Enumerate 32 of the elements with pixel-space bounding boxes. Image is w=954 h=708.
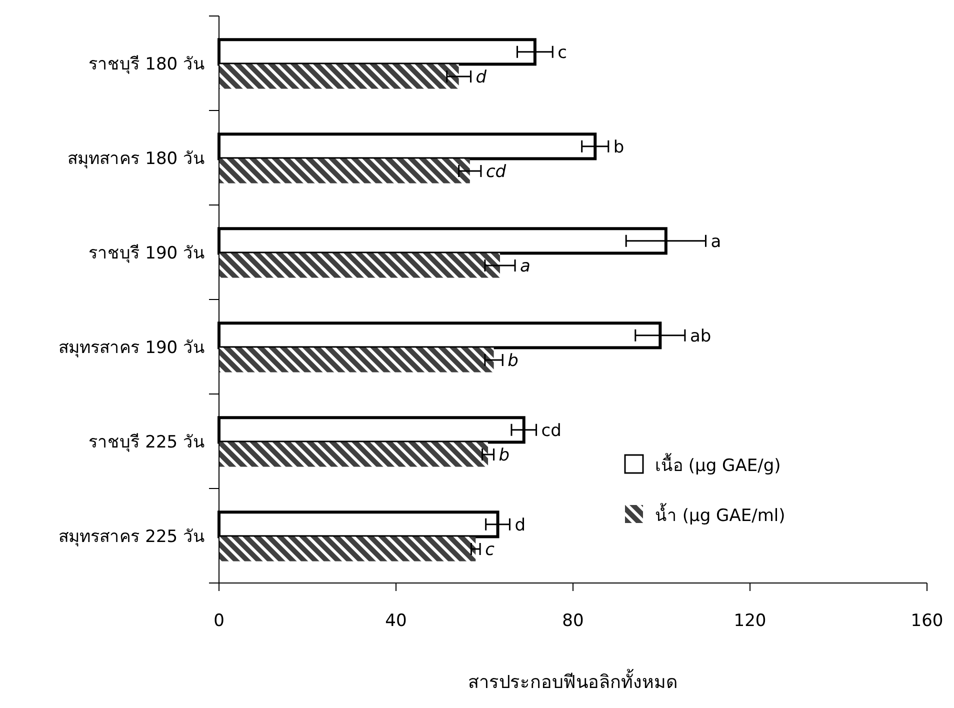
data-label: ab [690, 326, 712, 346]
y-tick-label: ราชบุรี 225 วัน [88, 432, 205, 452]
bar [219, 158, 470, 184]
legend-label: น้ำ (µg GAE/ml) [655, 503, 786, 526]
y-tick-label: ราชบุรี 190 วัน [88, 243, 205, 264]
y-tick-label: สมุทสาคร 180 วัน [68, 148, 205, 169]
x-tick-label: 80 [562, 611, 584, 631]
data-label: b [613, 137, 624, 158]
bar [219, 348, 494, 372]
data-label: cd [486, 162, 506, 182]
data-label: c [485, 540, 496, 560]
data-label: a [710, 232, 722, 252]
y-tick-label: สมุทรสาคร 190 วัน [58, 338, 205, 358]
legend-label: เนื้อ (µg GAE/g) [655, 453, 781, 476]
data-label: c [558, 42, 568, 63]
x-tick-label: 160 [910, 611, 944, 631]
y-tick-label: ราชบุรี 180 วัน [88, 54, 205, 74]
x-tick-label: 120 [734, 611, 766, 631]
data-label: a [520, 256, 530, 276]
data-label: d [514, 515, 526, 536]
data-label: cd [541, 420, 562, 441]
bar [219, 536, 476, 562]
x-axis-title: สารประกอบฟีนอลิกทั้งหมด [468, 669, 678, 693]
bar [219, 442, 488, 467]
x-tick-label: 0 [214, 611, 224, 631]
bar [219, 64, 459, 89]
bar [219, 253, 500, 278]
data-label: b [508, 350, 518, 371]
data-label: b [498, 445, 510, 466]
data-label: d [476, 67, 487, 88]
y-tick-label: สมุทรสาคร 225 วัน [58, 526, 205, 547]
x-tick-label: 40 [385, 611, 407, 631]
